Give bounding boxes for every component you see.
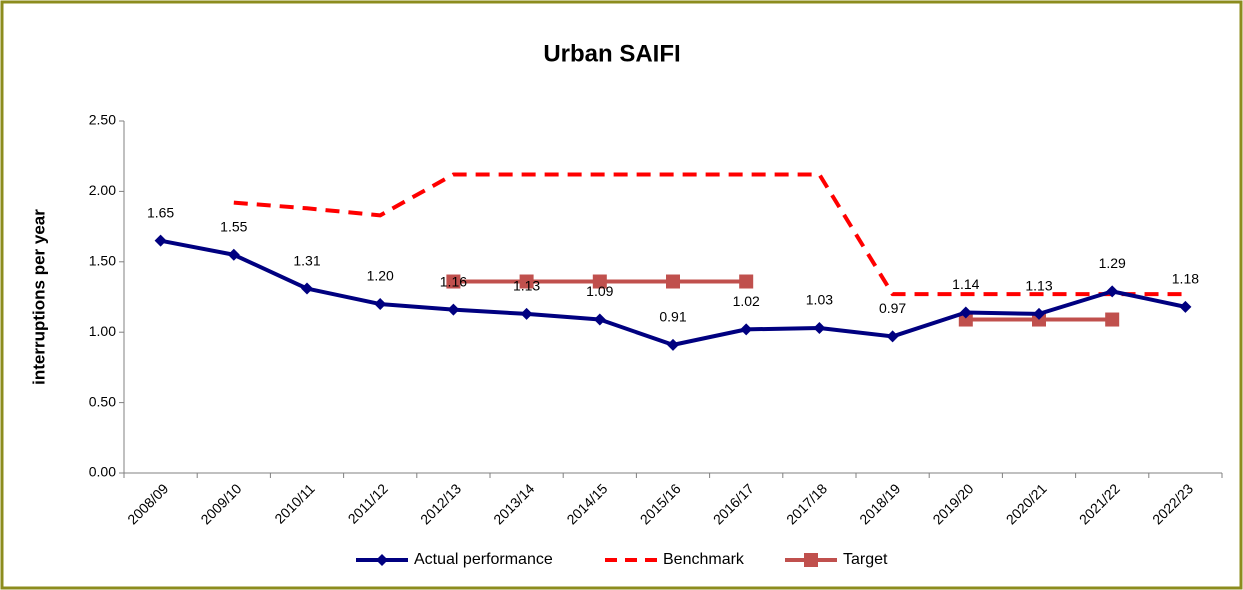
chart-title: Urban SAIFI bbox=[543, 40, 680, 67]
square-marker bbox=[592, 274, 607, 289]
legend-marker bbox=[376, 554, 388, 566]
diamond-marker bbox=[813, 321, 826, 334]
y-tick-label: 1.00 bbox=[89, 323, 116, 339]
legend-marker bbox=[804, 553, 818, 567]
data-label: 1.20 bbox=[367, 268, 394, 284]
square-marker bbox=[446, 274, 461, 289]
diamond-marker bbox=[667, 338, 679, 351]
data-label: 1.18 bbox=[1172, 271, 1199, 287]
data-label: 1.29 bbox=[1099, 255, 1126, 271]
diamond-marker bbox=[154, 234, 167, 247]
diamond-marker bbox=[886, 330, 899, 343]
legend-label: Actual performance bbox=[414, 551, 553, 568]
legend-label: Target bbox=[843, 551, 888, 568]
data-label: 1.31 bbox=[293, 252, 320, 268]
diamond-marker bbox=[447, 303, 460, 316]
square-marker bbox=[519, 274, 534, 289]
diamond-marker bbox=[301, 282, 313, 295]
diamond-marker bbox=[520, 307, 533, 320]
diamond-marker bbox=[740, 323, 753, 336]
data-label: 1.02 bbox=[733, 293, 760, 309]
data-label: 0.91 bbox=[659, 309, 686, 325]
data-label: 1.03 bbox=[806, 292, 833, 308]
square-marker bbox=[958, 312, 973, 327]
diamond-marker bbox=[1179, 300, 1192, 313]
series-line bbox=[233, 172, 1186, 297]
square-marker bbox=[666, 274, 680, 289]
diamond-marker bbox=[593, 313, 606, 326]
y-tick-label: 0.00 bbox=[89, 464, 116, 480]
data-label: 1.65 bbox=[147, 204, 174, 220]
square-marker bbox=[1105, 312, 1120, 327]
diamond-marker bbox=[1033, 307, 1045, 320]
diamond-marker bbox=[374, 298, 387, 311]
diamond-marker bbox=[227, 248, 240, 261]
data-label: 1.09 bbox=[586, 283, 613, 299]
y-tick-label: 1.50 bbox=[89, 253, 116, 269]
data-label: 0.97 bbox=[879, 300, 906, 316]
y-tick-label: 2.00 bbox=[89, 182, 116, 198]
data-label: 1.13 bbox=[1025, 278, 1052, 294]
y-tick-label: 2.50 bbox=[89, 112, 116, 128]
data-label: 1.13 bbox=[513, 278, 540, 294]
legend-label: Benchmark bbox=[663, 551, 745, 568]
square-marker bbox=[739, 274, 754, 289]
y-tick-label: 0.50 bbox=[89, 393, 116, 409]
data-label: 1.16 bbox=[440, 273, 467, 289]
diamond-marker bbox=[1106, 285, 1119, 298]
y-axis-title: interruptions per year bbox=[29, 209, 48, 385]
data-label: 1.55 bbox=[220, 218, 247, 234]
diamond-marker bbox=[959, 306, 972, 319]
data-label: 1.14 bbox=[952, 276, 979, 292]
